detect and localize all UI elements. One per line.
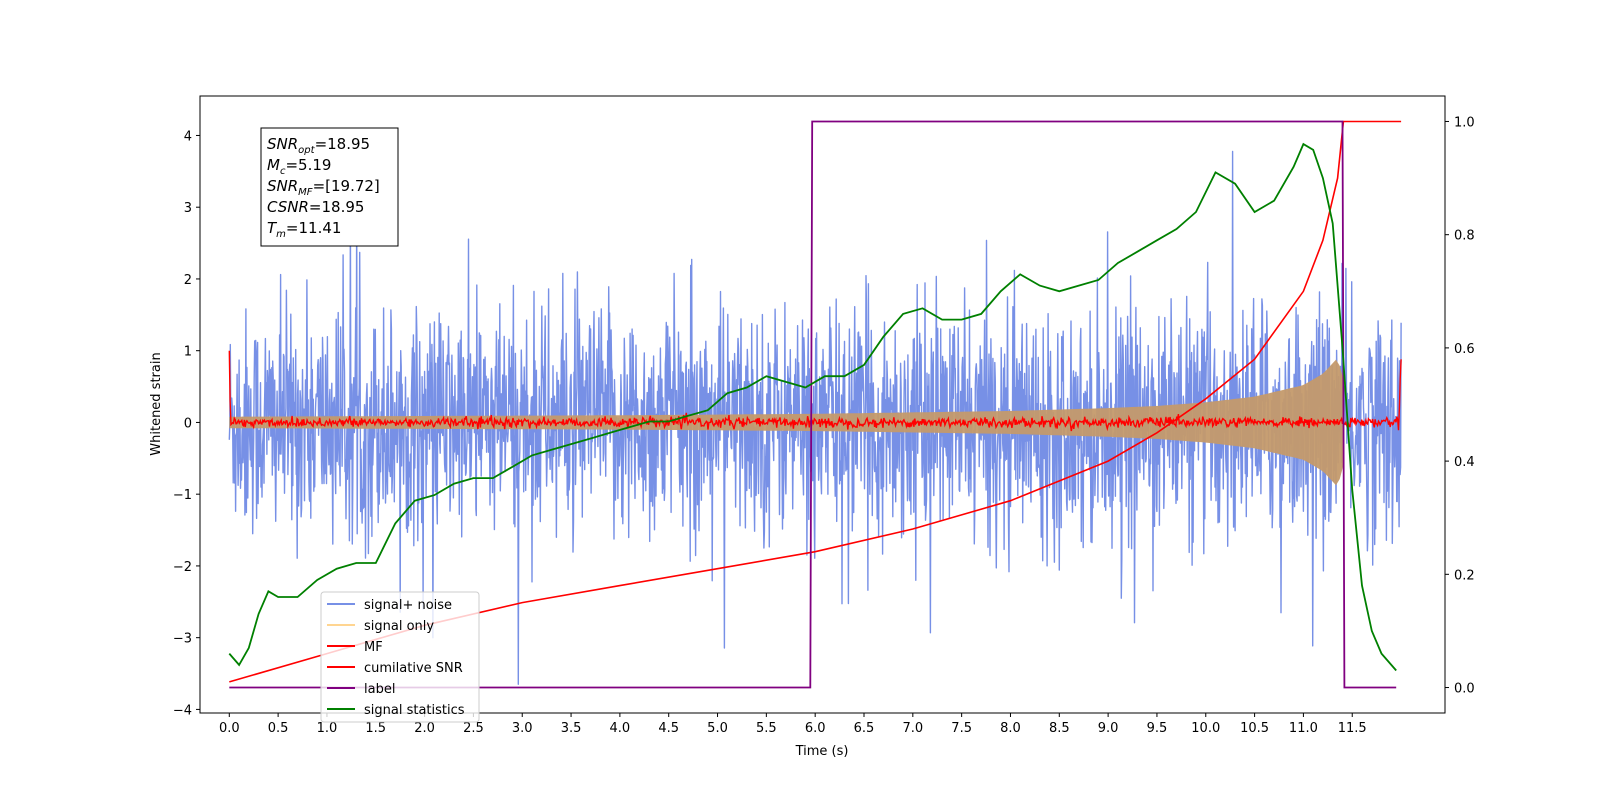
x-axis-ticks: 0.0 0.5 1.0 1.5 2.0 2.5 3.0 3.5 4.0 4.5 5.0 5.5 6.0 6… [219, 713, 1367, 736]
legend-label: label [364, 682, 395, 697]
x-tick-label: 8.5 [1049, 721, 1070, 736]
y2-tick-label: 1.0 [1454, 115, 1475, 130]
info-box-frame [260, 127, 399, 247]
y-tick-label: −3 [173, 632, 192, 647]
y2-tick-label: 0.2 [1454, 568, 1475, 583]
x-tick-label: 3.0 [512, 721, 533, 736]
x-tick-label: 1.5 [365, 721, 386, 736]
y-tick-label: 2 [184, 273, 192, 288]
x-tick-label: 11.5 [1338, 721, 1367, 736]
y2-tick-label: 0.0 [1454, 682, 1475, 697]
x-tick-label: 4.0 [610, 721, 631, 736]
series-signal-noise-line [228, 150, 1402, 685]
x-tick-label: 5.0 [707, 721, 728, 736]
x-tick-label: 7.5 [951, 721, 972, 736]
x-tick-label: 7.0 [902, 721, 923, 736]
y-axis-ticks: −4 −3 −2 −1 0 1 2 3 4 [173, 129, 200, 718]
x-axis-label: Time (s) [795, 744, 849, 759]
y-tick-label: 4 [184, 129, 192, 144]
x-tick-label: 9.0 [1098, 721, 1119, 736]
axes-frame [199, 95, 1446, 714]
legend-label: signal statistics [364, 703, 465, 718]
data-layer [228, 120, 1402, 689]
x-tick-label: 5.5 [756, 721, 777, 736]
y-tick-label: −2 [173, 560, 192, 575]
legend-label: MF [364, 640, 383, 655]
info-box-line: CSNR=18.95 [267, 198, 364, 216]
y-axis-label: Whitened strain [149, 352, 164, 455]
y2-axis-ticks: 0.0 0.2 0.4 0.6 0.8 1.0 [1445, 115, 1475, 697]
info-box-line: Mc=5.19 [267, 156, 331, 177]
x-tick-label: 9.5 [1147, 721, 1168, 736]
x-tick-label: 3.5 [561, 721, 582, 736]
y2-tick-label: 0.6 [1454, 342, 1475, 357]
y-tick-label: 0 [184, 416, 192, 431]
x-tick-label: 2.5 [463, 721, 484, 736]
x-tick-label: 0.5 [268, 721, 289, 736]
x-tick-label: 1.0 [317, 721, 338, 736]
y2-tick-label: 0.8 [1454, 229, 1475, 244]
legend: signal+ noise signal only MF cumilative SNR… [320, 591, 480, 723]
x-tick-label: 6.5 [854, 721, 875, 736]
series-label-line [229, 120, 1397, 689]
series-signal-only-band [229, 359, 1344, 486]
y-tick-label: −1 [173, 488, 192, 503]
legend-label: signal+ noise [364, 598, 452, 613]
x-tick-label: 10.5 [1240, 721, 1269, 736]
legend-frame [320, 591, 480, 723]
legend-label: cumilative SNR [364, 661, 463, 676]
y-tick-label: −4 [173, 703, 192, 718]
x-tick-label: 4.5 [658, 721, 679, 736]
x-tick-label: 6.0 [805, 721, 826, 736]
info-box-line: SNRopt=18.95 [267, 135, 370, 156]
y-tick-label: 1 [184, 345, 192, 360]
y2-tick-label: 0.4 [1454, 455, 1475, 470]
series-mf-line [228, 350, 1402, 432]
legend-label: signal only [364, 619, 434, 634]
x-tick-label: 10.0 [1191, 721, 1220, 736]
x-tick-label: 8.0 [1000, 721, 1021, 736]
x-tick-label: 11.0 [1289, 721, 1318, 736]
x-tick-label: 2.0 [414, 721, 435, 736]
info-box-line: SNRMF=[19.72] [267, 177, 380, 198]
series-signal-statistics-line [228, 142, 1397, 672]
info-box-line: Tm=11.41 [267, 219, 341, 240]
info-box: SNRopt=18.95Mc=5.19SNRMF=[19.72]CSNR=18.… [260, 127, 399, 247]
y-tick-label: 3 [184, 201, 192, 216]
x-tick-label: 0.0 [219, 721, 240, 736]
series-cumulative-snr-line [229, 120, 1402, 683]
